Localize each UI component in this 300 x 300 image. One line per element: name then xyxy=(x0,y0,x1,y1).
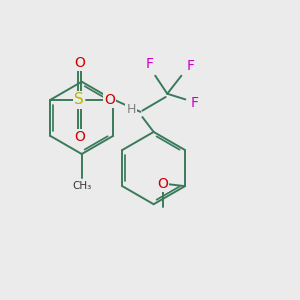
Text: O: O xyxy=(104,93,115,107)
Text: O: O xyxy=(158,177,168,191)
Text: F: F xyxy=(146,57,154,71)
Text: O: O xyxy=(74,130,85,144)
Text: S: S xyxy=(74,92,84,107)
Text: F: F xyxy=(186,59,194,74)
Text: H: H xyxy=(127,103,136,116)
Text: CH₃: CH₃ xyxy=(72,181,91,191)
Text: F: F xyxy=(190,96,198,110)
Text: O: O xyxy=(74,56,85,70)
